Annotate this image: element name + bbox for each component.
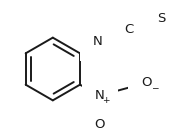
Text: C: C bbox=[125, 23, 134, 36]
Text: N: N bbox=[95, 89, 105, 102]
Text: N: N bbox=[93, 35, 103, 48]
Text: S: S bbox=[157, 12, 166, 25]
Text: O: O bbox=[95, 118, 105, 131]
Text: +: + bbox=[102, 96, 109, 105]
Text: O: O bbox=[142, 76, 152, 89]
Text: −: − bbox=[151, 83, 158, 92]
